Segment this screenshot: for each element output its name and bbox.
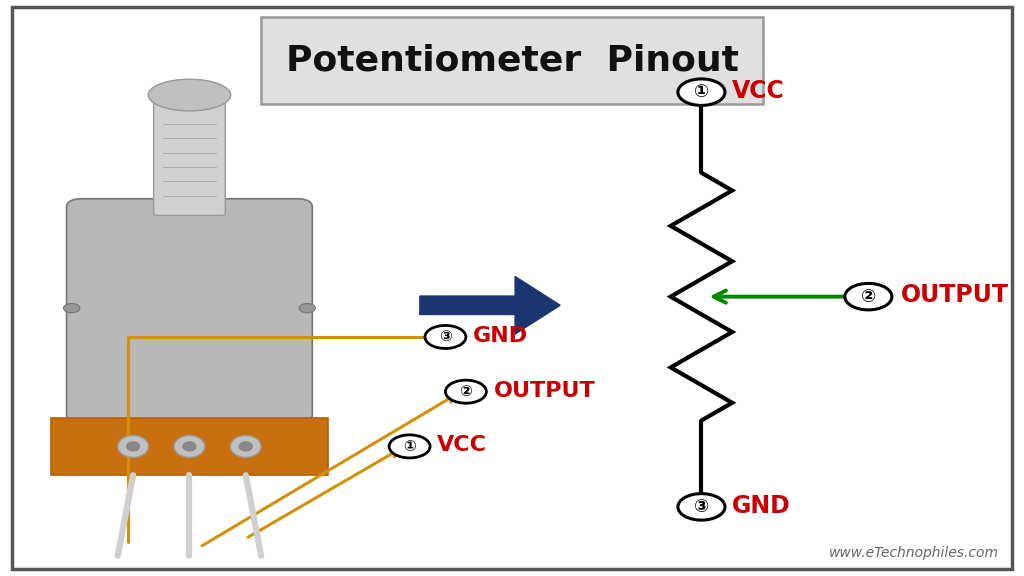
Ellipse shape xyxy=(118,435,148,457)
Circle shape xyxy=(445,380,486,403)
Circle shape xyxy=(63,304,80,313)
Text: www.eTechnophiles.com: www.eTechnophiles.com xyxy=(828,546,998,560)
Circle shape xyxy=(678,79,725,105)
Ellipse shape xyxy=(148,79,230,111)
Text: ①: ① xyxy=(403,439,416,454)
Text: Potentiometer  Pinout: Potentiometer Pinout xyxy=(286,43,738,78)
Circle shape xyxy=(425,325,466,348)
FancyBboxPatch shape xyxy=(79,295,111,324)
Ellipse shape xyxy=(239,441,253,452)
Text: ①: ① xyxy=(694,83,709,101)
Text: VCC: VCC xyxy=(437,435,487,455)
Text: VCC: VCC xyxy=(732,79,785,103)
Text: GND: GND xyxy=(473,326,528,346)
Circle shape xyxy=(299,304,315,313)
Text: ③: ③ xyxy=(694,498,709,516)
FancyBboxPatch shape xyxy=(261,17,763,104)
FancyBboxPatch shape xyxy=(67,199,312,423)
Polygon shape xyxy=(420,276,560,334)
Ellipse shape xyxy=(230,435,261,457)
Text: OUTPUT: OUTPUT xyxy=(901,283,1009,308)
Circle shape xyxy=(845,283,892,310)
FancyBboxPatch shape xyxy=(51,418,328,475)
FancyBboxPatch shape xyxy=(154,101,225,215)
Circle shape xyxy=(678,494,725,520)
Text: ②: ② xyxy=(460,384,472,399)
Text: OUTPUT: OUTPUT xyxy=(494,381,595,400)
Text: ③: ③ xyxy=(439,329,452,344)
Ellipse shape xyxy=(174,435,205,457)
Text: ②: ② xyxy=(861,287,876,306)
Circle shape xyxy=(389,435,430,458)
Text: GND: GND xyxy=(732,494,791,518)
Ellipse shape xyxy=(126,441,140,452)
FancyBboxPatch shape xyxy=(268,295,300,324)
Ellipse shape xyxy=(182,441,197,452)
